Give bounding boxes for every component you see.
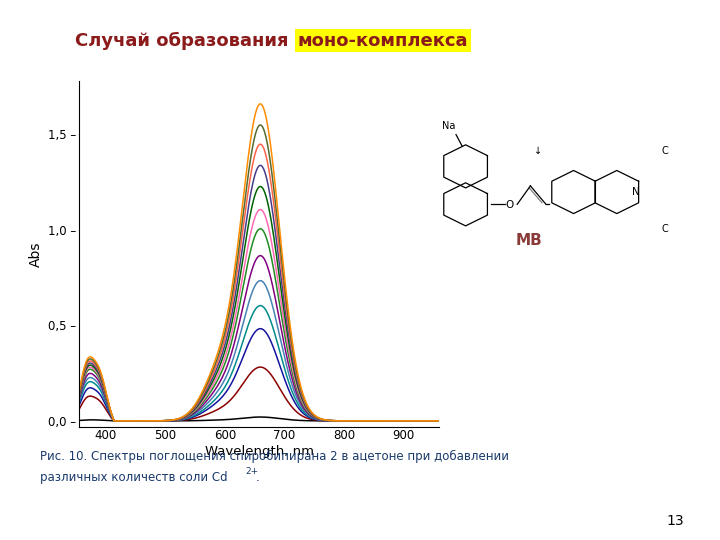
- Y-axis label: Abs: Abs: [29, 241, 42, 267]
- Text: 13: 13: [667, 514, 684, 528]
- Text: различных количеств соли Cd: различных количеств соли Cd: [40, 471, 228, 484]
- Text: Случай образования: Случай образования: [76, 31, 295, 50]
- Text: Na: Na: [442, 122, 456, 131]
- X-axis label: Wavelength, nm: Wavelength, nm: [204, 445, 314, 458]
- Text: .: .: [256, 471, 259, 484]
- Text: O: O: [506, 200, 514, 210]
- Text: Рис. 10. Спектры поглощения спиробипирана 2 в ацетоне при добавлении: Рис. 10. Спектры поглощения спиробипиран…: [40, 450, 508, 463]
- Text: моно-комплекса: моно-комплекса: [297, 31, 468, 50]
- Text: N: N: [632, 187, 640, 198]
- Text: C: C: [662, 224, 668, 234]
- Text: 2+: 2+: [246, 467, 258, 476]
- Text: МВ: МВ: [516, 233, 543, 248]
- Text: C: C: [662, 146, 668, 156]
- Text: ↓: ↓: [534, 146, 541, 156]
